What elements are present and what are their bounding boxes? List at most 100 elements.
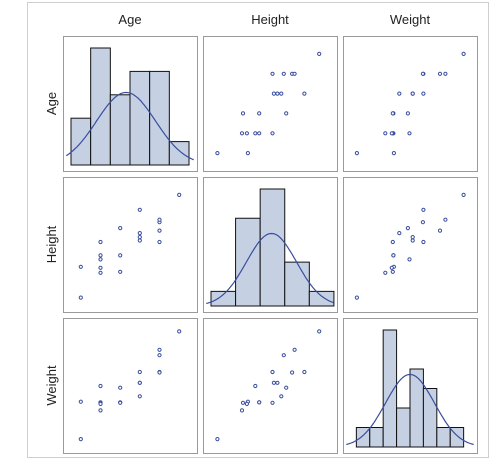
scatter-point-weight-vs-height (317, 329, 322, 334)
scatter-point-weight-vs-age (78, 437, 83, 442)
scatter-point-height-vs-age (98, 265, 103, 270)
histogram-bar-age (129, 70, 151, 166)
scatter-point-height-vs-age (118, 253, 123, 258)
scatter-point-age-vs-weight (443, 71, 448, 76)
histogram-bar-weight (422, 388, 438, 448)
scatter-point-age-vs-height (245, 151, 250, 156)
scatter-point-height-vs-age (118, 269, 123, 274)
scatter-point-height-vs-weight (461, 192, 466, 197)
row-label-age: Age (44, 92, 59, 115)
scatter-point-weight-vs-age (157, 347, 162, 352)
scatter-point-weight-vs-height (284, 385, 289, 390)
histogram-bar-height (284, 261, 310, 307)
scatter-point-height-vs-age (98, 270, 103, 275)
column-label-height: Height (251, 12, 289, 27)
scatter-point-weight-vs-height (279, 394, 284, 399)
scatter-point-age-vs-weight (391, 151, 396, 156)
histogram-bar-weight (396, 407, 411, 448)
cell-age-weight (343, 36, 478, 172)
scatter-point-height-vs-age (137, 207, 142, 212)
row-label-height: Height (44, 225, 59, 263)
histogram-bar-weight (369, 427, 384, 448)
histogram-bar-height (259, 188, 286, 307)
scatter-point-height-vs-weight (410, 235, 415, 240)
histogram-bar-age (70, 117, 92, 166)
scatter-point-weight-vs-age (118, 385, 123, 390)
scatter-point-weight-vs-age (157, 353, 162, 358)
scatter-point-weight-vs-age (118, 400, 123, 405)
normal-curve-age (65, 91, 194, 161)
scatter-point-height-vs-weight (443, 217, 448, 222)
scatter-point-height-vs-weight (390, 269, 395, 274)
scatter-point-height-vs-weight (407, 257, 412, 262)
scatter-point-age-vs-weight (410, 91, 415, 96)
scatter-point-weight-vs-height (240, 400, 246, 405)
scatter-point-age-vs-weight (437, 71, 443, 76)
scatter-point-height-vs-weight (437, 228, 443, 233)
scatter-point-height-vs-age (98, 253, 103, 258)
scatter-point-age-vs-weight (420, 71, 425, 76)
scatter-point-weight-vs-age (137, 380, 142, 385)
scatter-point-height-vs-weight (354, 295, 359, 300)
scatter-point-age-vs-weight (421, 91, 426, 96)
scatter-point-age-vs-height (279, 91, 284, 96)
scatter-point-weight-vs-height (275, 380, 280, 385)
scatter-point-weight-vs-age (177, 329, 182, 334)
scatter-point-weight-vs-age (78, 399, 83, 404)
scatter-point-height-vs-weight (391, 253, 396, 258)
scatter-point-height-vs-weight (390, 239, 395, 245)
scatter-point-height-vs-age (137, 238, 142, 243)
scatter-point-height-vs-age (98, 239, 103, 245)
scatter-point-age-vs-height (270, 131, 275, 136)
scatter-point-weight-vs-height (253, 383, 258, 389)
scatter-point-height-vs-weight (389, 265, 394, 270)
scatter-point-weight-vs-height (281, 353, 286, 358)
scatter-point-height-vs-weight (420, 220, 425, 225)
scatter-point-weight-vs-height (302, 369, 307, 375)
scatter-point-age-vs-weight (354, 151, 359, 156)
cell-height-age (63, 177, 198, 313)
scatter-point-age-vs-height (317, 51, 322, 57)
scatter-point-weight-vs-height (257, 400, 262, 405)
scatter-point-height-vs-age (118, 226, 123, 231)
scatter-point-height-vs-age (177, 192, 182, 197)
cell-height-weight (343, 177, 478, 313)
scatter-point-age-vs-height (281, 71, 286, 76)
scatter-point-weight-vs-height (244, 401, 249, 406)
column-label-age: Age (118, 12, 141, 27)
scatter-point-weight-vs-age (98, 408, 103, 413)
cell-age-height (203, 36, 338, 172)
histogram-bar-height (308, 290, 335, 307)
scatter-point-age-vs-height (257, 131, 262, 136)
scatter-point-age-vs-height (239, 131, 245, 136)
scatter-point-age-vs-weight (405, 111, 410, 116)
scatter-point-weight-vs-height (271, 380, 276, 385)
histogram-bar-height (210, 290, 237, 307)
scatter-point-height-vs-age (157, 217, 162, 222)
scatter-point-age-vs-height (292, 71, 297, 76)
scatter-point-weight-vs-height (215, 437, 220, 442)
scatter-point-age-vs-height (302, 91, 307, 96)
histogram-bar-weight (436, 427, 451, 448)
scatter-point-age-vs-height (240, 111, 246, 116)
scatter-point-weight-vs-age (137, 394, 142, 399)
scatter-point-weight-vs-age (98, 401, 103, 406)
scatter-point-age-vs-height (244, 131, 249, 136)
scatter-point-age-vs-weight (389, 131, 394, 136)
scatter-point-height-vs-age (157, 239, 162, 245)
scatter-point-age-vs-weight (390, 111, 395, 116)
histogram-bar-age (168, 141, 190, 166)
scatter-point-age-vs-weight (461, 51, 466, 57)
scatter-point-age-vs-height (275, 91, 280, 96)
scatter-point-height-vs-age (78, 295, 83, 300)
column-label-weight: Weight (390, 12, 431, 27)
scatter-point-height-vs-weight (383, 270, 388, 275)
scatter-point-age-vs-weight (397, 91, 402, 96)
scatter-point-age-vs-height (257, 111, 262, 116)
cell-weight-age (63, 318, 198, 454)
scatter-point-height-vs-weight (405, 226, 410, 231)
scatter-point-height-vs-weight (397, 231, 402, 236)
scatter-point-age-vs-height (284, 111, 289, 116)
scatter-point-age-vs-weight (407, 131, 412, 136)
